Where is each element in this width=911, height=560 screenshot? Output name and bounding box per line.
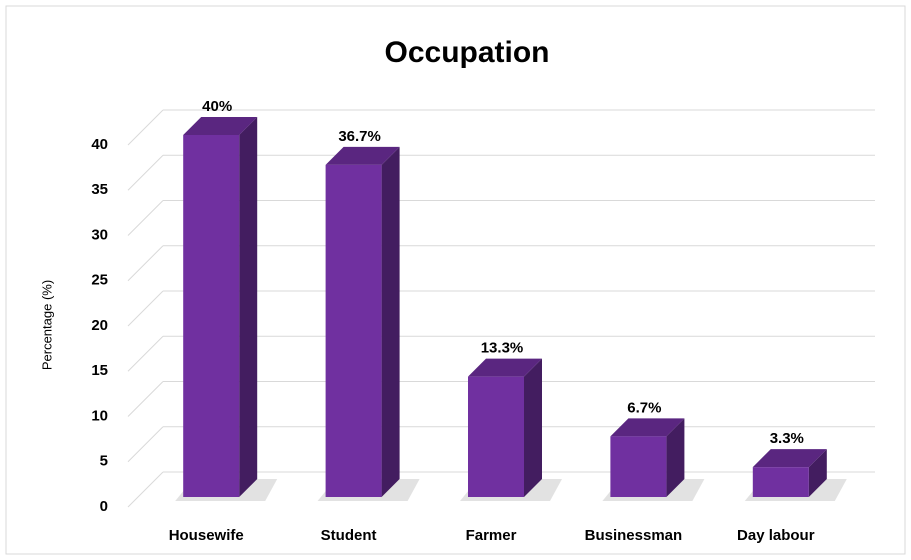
x-tick-label: Student bbox=[321, 527, 377, 544]
bar-top bbox=[183, 117, 258, 135]
y-tick-label: 40 bbox=[91, 136, 108, 153]
y-tick-label: 10 bbox=[91, 407, 108, 424]
grid-line-depth bbox=[127, 426, 164, 463]
bar-side bbox=[381, 146, 400, 498]
data-label: 36.7% bbox=[338, 128, 381, 145]
bar bbox=[752, 467, 809, 497]
grid-line-depth bbox=[127, 290, 164, 327]
x-tick-label: Day labour bbox=[737, 527, 815, 544]
grid-line-depth bbox=[127, 109, 164, 146]
y-tick-label: 15 bbox=[91, 362, 108, 379]
x-tick-label: Farmer bbox=[466, 527, 517, 544]
data-label: 6.7% bbox=[627, 399, 661, 416]
y-tick-label: 25 bbox=[91, 272, 108, 289]
bar-top bbox=[610, 418, 685, 437]
bar-side bbox=[524, 358, 542, 497]
data-label: 13.3% bbox=[481, 340, 524, 357]
chart-border bbox=[5, 5, 906, 555]
x-tick-label: Businessman bbox=[585, 527, 683, 544]
data-label: 3.3% bbox=[770, 430, 804, 447]
grid-line-depth bbox=[127, 471, 164, 508]
bar-top bbox=[752, 449, 827, 468]
bar bbox=[325, 164, 382, 498]
grid-line-depth bbox=[127, 154, 164, 191]
y-tick-label: 0 bbox=[100, 498, 108, 515]
bar bbox=[468, 376, 524, 497]
grid-line-depth bbox=[127, 200, 164, 236]
y-tick-label: 35 bbox=[91, 181, 108, 198]
bar-side bbox=[808, 449, 827, 497]
data-label: 40% bbox=[202, 98, 232, 115]
bar-top bbox=[325, 146, 400, 165]
bar-side bbox=[666, 418, 685, 497]
grid-line-depth bbox=[127, 335, 164, 372]
y-tick-label: 30 bbox=[91, 226, 108, 243]
y-axis-label: Percentage (%) bbox=[39, 280, 54, 370]
bar bbox=[610, 436, 667, 497]
bar-top bbox=[468, 358, 542, 377]
grid-line-depth bbox=[127, 245, 164, 282]
bar bbox=[183, 135, 240, 497]
y-tick-label: 5 bbox=[100, 453, 108, 470]
x-tick-label: Housewife bbox=[169, 527, 244, 544]
bar-side bbox=[239, 117, 258, 497]
y-tick-label: 20 bbox=[91, 317, 108, 334]
grid-line-depth bbox=[127, 381, 164, 417]
chart-title: Occupation bbox=[384, 36, 549, 69]
